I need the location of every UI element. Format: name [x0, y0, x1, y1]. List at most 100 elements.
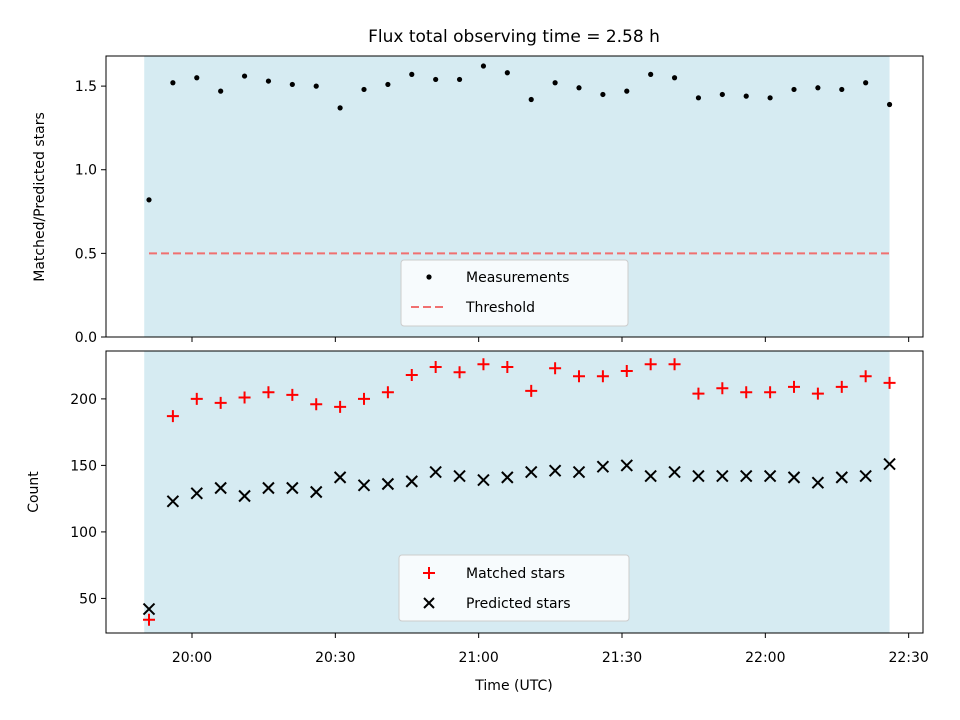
matched-star-point: [166, 410, 179, 423]
matched-star-point: [596, 370, 609, 383]
predicted-star-point: [787, 471, 801, 484]
matched-star-point: [859, 370, 872, 383]
predicted-star-point: [405, 475, 418, 488]
predicted-star-point: [716, 469, 729, 483]
matched-legend-marker: [423, 567, 435, 579]
bottom-plot-area: [142, 358, 896, 626]
bottom-axes-frame: [105, 350, 924, 634]
matched-star-point: [573, 370, 585, 383]
matched-star-point: [310, 398, 323, 411]
predicted-star-point: [142, 602, 156, 616]
predicted-star-point: [357, 479, 371, 492]
matched-star-point: [835, 380, 848, 393]
predicted-star-point: [477, 473, 490, 487]
measurement-point: [218, 88, 224, 94]
measurement-point: [528, 96, 534, 103]
predicted-star-point: [811, 476, 825, 489]
measurement-point: [456, 76, 463, 83]
predicted-star-point: [453, 469, 466, 483]
measurement-point: [241, 73, 248, 79]
bottom-legend-box: [398, 554, 630, 622]
measurement-point: [433, 76, 439, 83]
bottom-y-axis: 50 100 150 200: [70, 392, 106, 607]
bottom-y-tick-label: 200: [70, 392, 97, 408]
matched-star-point: [286, 388, 299, 401]
x-tick-label: 20:30: [315, 650, 355, 666]
legend-label-measurements: Measurements: [466, 270, 569, 286]
matched-star-point: [549, 362, 562, 375]
measurement-point: [791, 86, 797, 93]
matched-star-point: [358, 392, 370, 405]
measurement-point: [767, 95, 773, 101]
predicted-star-point: [310, 485, 323, 499]
predicted-star-point: [692, 469, 705, 483]
predicted-star-point: [859, 469, 872, 483]
legend-label-predicted: Predicted stars: [466, 596, 571, 612]
predicted-star-point: [525, 465, 538, 479]
bottom-y-tick-label: 100: [70, 525, 97, 541]
top-y-axis-label: Matched/Predicted stars: [32, 112, 48, 282]
predicted-star-point: [596, 460, 610, 473]
predicted-legend-marker: [423, 597, 435, 609]
top-plot-area: [146, 63, 893, 255]
x-tick-label: 21:00: [458, 650, 498, 666]
measurement-point: [289, 81, 295, 88]
matched-star-point: [405, 368, 418, 381]
matched-star-point: [262, 386, 275, 399]
matched-star-point: [453, 366, 466, 379]
predicted-star-point: [262, 481, 275, 495]
bottom-panel: 50 100 150 200 20:00 20:30 21:00 21:30 22:00 22:…: [26, 350, 929, 694]
top-y-axis: 0.0 0.5 1.0 1.5: [75, 79, 106, 346]
predicted-star-point: [501, 471, 514, 484]
top-axes-frame: [105, 55, 924, 338]
x-tick-label: 22:30: [888, 650, 928, 666]
matched-star-point: [644, 358, 657, 371]
measurement-point: [624, 88, 630, 94]
bottom-x-axis: 20:00 20:30 21:00 21:30 22:00 22:30: [172, 633, 929, 666]
chart-title: Flux total observing time = 2.58 h: [368, 27, 660, 47]
matched-star-point: [190, 392, 203, 405]
measurement-point: [361, 86, 367, 93]
matched-star-point: [334, 400, 347, 413]
measurement-point: [170, 80, 176, 86]
predicted-star-point: [740, 469, 753, 483]
measurement-point: [313, 83, 319, 89]
measurement-point: [337, 105, 343, 111]
predicted-star-point: [166, 495, 180, 508]
predicted-star-point: [333, 471, 347, 484]
measurement-point: [648, 71, 654, 77]
bottom-y-tick-label: 150: [70, 458, 97, 474]
matched-star-point: [238, 391, 251, 404]
top-y-tick-label: 0.5: [75, 246, 97, 262]
top-y-tick-label: 1.0: [75, 163, 97, 179]
predicted-star-point: [548, 464, 562, 477]
predicted-star-point: [763, 469, 777, 483]
predicted-star-point: [238, 489, 251, 503]
legend-label-matched: Matched stars: [466, 566, 565, 582]
matched-star-point: [214, 396, 227, 409]
matched-star-point: [740, 386, 753, 399]
measurement-point: [719, 91, 725, 98]
bottom-y-tick-label: 50: [79, 591, 97, 607]
predicted-star-point: [668, 465, 681, 479]
matched-star-point: [429, 360, 442, 373]
predicted-star-point: [620, 459, 633, 472]
matched-star-point: [883, 376, 896, 389]
predicted-star-point: [883, 457, 896, 471]
matched-star-point: [811, 387, 824, 400]
measurement-point: [695, 95, 702, 101]
measurement-point: [265, 78, 272, 84]
measurement-point: [839, 86, 845, 93]
measurement-point: [863, 80, 869, 86]
top-y-tick-label: 1.5: [75, 79, 97, 95]
predicted-star-point: [835, 471, 848, 484]
measurement-legend-marker: [426, 274, 432, 280]
measurement-point: [385, 81, 391, 88]
matched-star-point: [501, 360, 514, 373]
measurement-point: [146, 197, 152, 203]
measurement-point: [480, 63, 487, 69]
measurement-point: [504, 70, 510, 76]
matched-star-point: [477, 358, 490, 371]
measurement-point: [886, 101, 893, 108]
